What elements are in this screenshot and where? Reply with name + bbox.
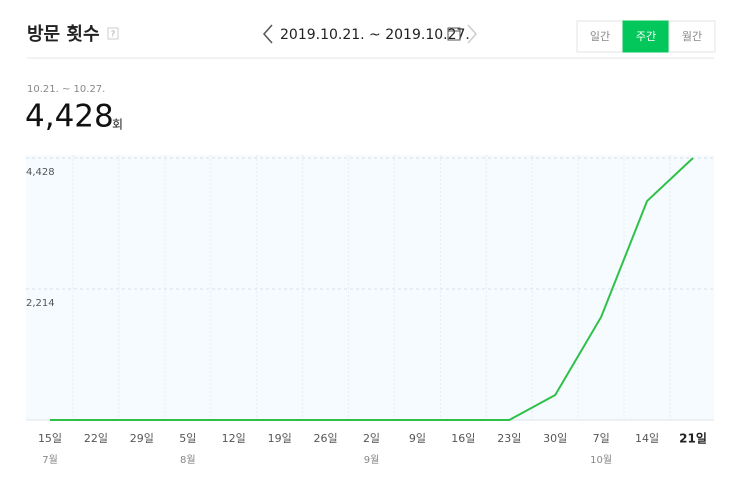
prev-arrow[interactable] [262, 24, 273, 44]
plot-area [26, 155, 714, 420]
tab-label[interactable]: 주간 [636, 30, 656, 43]
x-tick-label: 26일 [314, 431, 338, 445]
total-value: 4,428 [25, 99, 114, 135]
month-label: 7월 [42, 454, 58, 466]
help[interactable]: ? [111, 30, 115, 39]
month-label: 10월 [590, 454, 612, 466]
y-tick-label: 2,214 [26, 298, 55, 309]
x-tick-label: 15일 [38, 431, 62, 445]
next-arrow[interactable] [467, 24, 478, 44]
date-range: 2019.10.21. ~ 2019.10.27. [280, 27, 470, 43]
x-tick-label: 19일 [268, 431, 292, 445]
x-tick-label: 12일 [222, 431, 246, 445]
tab[interactable] [668, 20, 716, 53]
x-tick-label: 7일 [593, 431, 610, 445]
help-box[interactable] [107, 27, 119, 40]
x-tick-label: 2일 [363, 431, 380, 445]
title: 방문 횟수 [27, 24, 100, 45]
line [50, 157, 694, 421]
x-tick-label: 9일 [409, 431, 426, 445]
tab-label[interactable]: 월간 [682, 30, 702, 43]
tab-label[interactable]: 일간 [590, 29, 610, 43]
x-tick-label: 29일 [130, 431, 154, 445]
tab[interactable] [576, 20, 624, 53]
y-tick-label: 4,428 [26, 167, 55, 178]
x-tick-label: 23일 [497, 431, 521, 445]
x-tick-label: 21일 [679, 432, 707, 446]
x-tick-label: 22일 [84, 431, 108, 445]
x-tick-label: 14일 [635, 431, 659, 445]
month-label: 9월 [364, 454, 380, 466]
tabs: 일간 주간 월간 [576, 20, 716, 53]
x-tick-label: 5일 [179, 431, 196, 445]
x-tick-label: 30일 [543, 431, 567, 445]
chart: 15일 7월 22일 29일 5일 8월 12일 19일 26일 2일 9월 9일 16일 23일 30일 7… [26, 155, 714, 466]
x-tick-label: 16일 [451, 431, 475, 445]
total-unit: 회 [112, 118, 123, 132]
month-label: 8월 [180, 454, 196, 466]
period: 10.21. ~ 10.27. [27, 84, 105, 95]
calendar-icon[interactable] [447, 27, 461, 41]
